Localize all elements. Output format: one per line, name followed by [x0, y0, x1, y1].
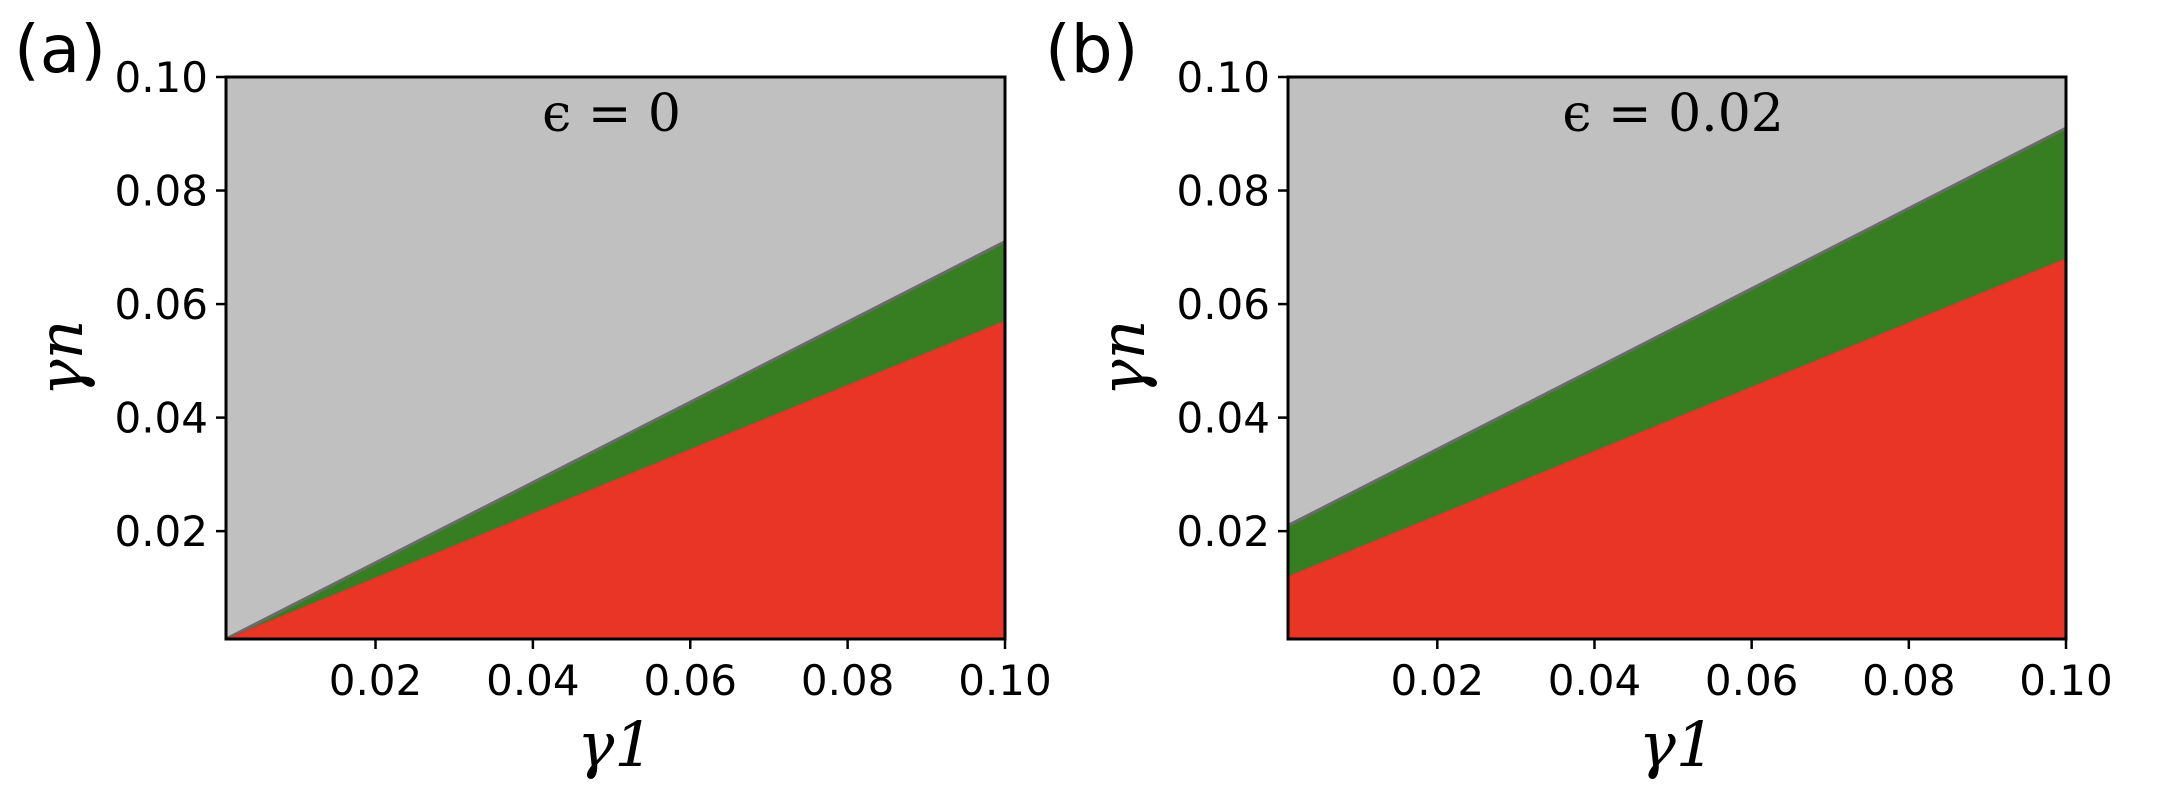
upper-boundary-line	[1287, 126, 2067, 527]
y-tick-label: 0.08	[1176, 167, 1270, 216]
y-tick-label: 0.08	[114, 167, 208, 216]
gray-region	[226, 77, 1005, 639]
x-tick-label: 0.10	[2019, 656, 2113, 705]
gray-region	[1288, 77, 2066, 526]
panel-label: (b)	[1045, 11, 1138, 88]
y-tick-label: 0.02	[1176, 507, 1270, 556]
annotation: ϵ = 0.02	[1562, 84, 1784, 144]
y-tick-label: 0.06	[1176, 280, 1270, 329]
upper-boundary-line	[225, 240, 1006, 641]
y-tick-label: 0.06	[114, 280, 208, 329]
y-axis-label: γn	[1086, 320, 1159, 397]
axes-frame	[224, 75, 1007, 641]
x-tick-label: 0.02	[1391, 656, 1485, 705]
green-region	[1288, 128, 2066, 577]
y-axis-label: γn	[24, 320, 97, 397]
x-axis-label: γ1	[577, 708, 654, 781]
x-tick-label: 0.06	[1705, 656, 1799, 705]
x-tick-label: 0.04	[1548, 656, 1642, 705]
panel-b: 0.02 0.04 0.06 0.08 0.10 0.02 0.04 0.06 0.08 0.10…	[1045, 11, 2113, 781]
x-tick-label: 0.08	[1862, 656, 1956, 705]
x-axis-label: γ1	[1639, 708, 1716, 781]
axes-frame	[1286, 75, 2068, 641]
y-tick-label: 0.10	[1176, 53, 1270, 102]
red-region	[1288, 258, 2066, 639]
panel-label: (a)	[14, 11, 106, 88]
annotation: ϵ = 0	[542, 84, 681, 144]
panel-a: 0.02 0.04 0.06 0.08 0.10 0.02 0.04 0.06 0.08 0.10…	[14, 11, 1052, 781]
lower-boundary-line	[1287, 258, 2067, 578]
x-tick-label: 0.04	[486, 656, 580, 705]
lower-boundary-line	[225, 320, 1006, 640]
x-tick-label: 0.08	[801, 656, 895, 705]
y-tick-label: 0.04	[1176, 394, 1270, 443]
y-tick-label: 0.04	[114, 394, 208, 443]
y-tick-label: 0.10	[114, 53, 208, 102]
x-tick-label: 0.02	[329, 656, 423, 705]
y-tick-label: 0.02	[114, 507, 208, 556]
x-tick-label: 0.10	[958, 656, 1052, 705]
x-tick-label: 0.06	[643, 656, 737, 705]
